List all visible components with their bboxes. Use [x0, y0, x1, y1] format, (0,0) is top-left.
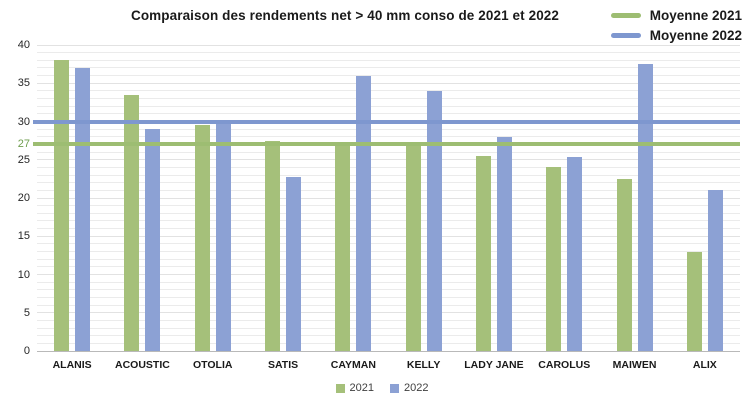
- gridline: [37, 182, 740, 184]
- legend-square-swatch: [390, 383, 399, 393]
- x-axis-label-satis: SATIS: [267, 359, 299, 371]
- gridline: [37, 166, 740, 168]
- gridline: [37, 243, 740, 245]
- gridline: [37, 189, 740, 191]
- legend-item: Moyenne 2022: [610, 25, 742, 45]
- gridline: [37, 113, 740, 115]
- gridline: [37, 98, 740, 100]
- gridline: [37, 289, 740, 291]
- y-tick-label-20: 20: [17, 192, 30, 204]
- legend-label: Moyenne 2022: [649, 27, 742, 43]
- x-axis-label-acoustic: ACOUSTIC: [115, 359, 170, 371]
- gridline: [37, 82, 740, 84]
- bar-2021-cayman: [335, 144, 351, 351]
- legend-item: 2022: [390, 382, 428, 394]
- bar-2021-maiwen: [616, 178, 632, 351]
- gridline: [37, 258, 740, 260]
- gridline: [37, 151, 740, 153]
- bar-2022-otolia: [215, 121, 231, 351]
- bar-2022-acoustic: [145, 129, 161, 351]
- x-axis-label-maiwen: MAIWEN: [612, 359, 657, 371]
- y-tick-label-15: 15: [17, 230, 30, 243]
- gridline: [37, 174, 740, 176]
- bar-2022-kelly: [426, 90, 442, 351]
- y-tick-label-10: 10: [17, 268, 30, 281]
- gridline: [37, 205, 740, 207]
- bar-2021-lady-jane: [475, 155, 491, 351]
- legend-label: 2022: [404, 382, 429, 394]
- bar-2021-satis: [265, 140, 281, 351]
- y-tick-label-5: 5: [23, 306, 30, 319]
- gridline: [37, 228, 740, 230]
- legend-line-swatch: [610, 12, 641, 18]
- legend-label: 2021: [349, 382, 374, 394]
- gridline: [37, 44, 740, 46]
- gridline: [37, 319, 740, 321]
- gridline: [37, 342, 740, 344]
- gridline: [37, 281, 740, 283]
- legend-item: 2021: [335, 382, 374, 394]
- bar-2021-otolia: [194, 125, 210, 351]
- bar-2022-carolus: [567, 157, 583, 351]
- bar-2022-alix: [707, 190, 723, 351]
- x-axis-label-kelly: KELLY: [406, 359, 441, 371]
- bar-2022-lady-jane: [496, 136, 512, 351]
- series-legend: 2021 2022: [37, 382, 727, 394]
- gridline: [37, 52, 740, 54]
- gridline: [37, 304, 740, 306]
- legend-square-swatch: [335, 383, 345, 393]
- bar-2022-alanis: [75, 67, 91, 351]
- bar-2022-cayman: [356, 75, 372, 351]
- gridline: [37, 235, 740, 237]
- legend-line-swatch: [610, 32, 641, 38]
- legend-item: Moyenne 2021: [610, 5, 742, 25]
- y-tick-label-35: 35: [17, 77, 30, 90]
- x-axis-label-alanis: ALANIS: [52, 359, 92, 371]
- x-axis-label-otolia: OTOLIA: [193, 359, 233, 371]
- gridline: [37, 105, 740, 107]
- gridline: [37, 67, 740, 69]
- bar-2022-satis: [286, 176, 302, 351]
- gridline: [37, 335, 740, 337]
- gridline: [37, 296, 740, 298]
- gridline: [37, 59, 740, 61]
- legend-label: Moyenne 2021: [649, 7, 742, 23]
- gridline: [37, 90, 740, 92]
- gridline: [37, 274, 740, 275]
- y-tick-label-25: 25: [17, 153, 30, 166]
- bar-2021-acoustic: [124, 94, 140, 351]
- chart-title: Comparaison des rendements net > 40 mm c…: [130, 8, 560, 23]
- gridline: [37, 266, 740, 268]
- gridline: [37, 75, 740, 77]
- mean-lines-legend: Moyenne 2021 Moyenne 2022: [610, 5, 742, 45]
- bar-2022-maiwen: [637, 64, 653, 351]
- gridline: [37, 212, 740, 214]
- gridline: [37, 136, 740, 138]
- y-tick-label-27: 27: [17, 138, 30, 151]
- bar-2021-alix: [686, 251, 702, 351]
- gridline: [37, 312, 740, 314]
- x-axis-label-carolus: CAROLUS: [538, 359, 591, 371]
- mean-line-moyenne-2021: [33, 142, 740, 147]
- mean-line-moyenne-2022: [33, 119, 740, 124]
- x-axis-label-cayman: CAYMAN: [330, 359, 376, 371]
- gridline: [37, 327, 740, 329]
- gridline: [37, 251, 740, 253]
- gridline: [37, 197, 740, 199]
- gridline: [37, 159, 740, 161]
- bar-2021-kelly: [405, 145, 421, 351]
- gridline: [37, 128, 740, 130]
- gridline: [37, 220, 740, 222]
- bar-2021-alanis: [54, 60, 70, 351]
- x-axis-label-alix: ALIX: [692, 359, 717, 371]
- y-tick-label-30: 30: [17, 115, 30, 128]
- y-tick-label-0: 0: [23, 345, 30, 357]
- bar-2021-carolus: [546, 167, 562, 351]
- plot-area: [33, 44, 740, 352]
- y-tick-label-40: 40: [17, 39, 30, 51]
- x-axis-label-lady-jane: LADY JANE: [464, 359, 524, 371]
